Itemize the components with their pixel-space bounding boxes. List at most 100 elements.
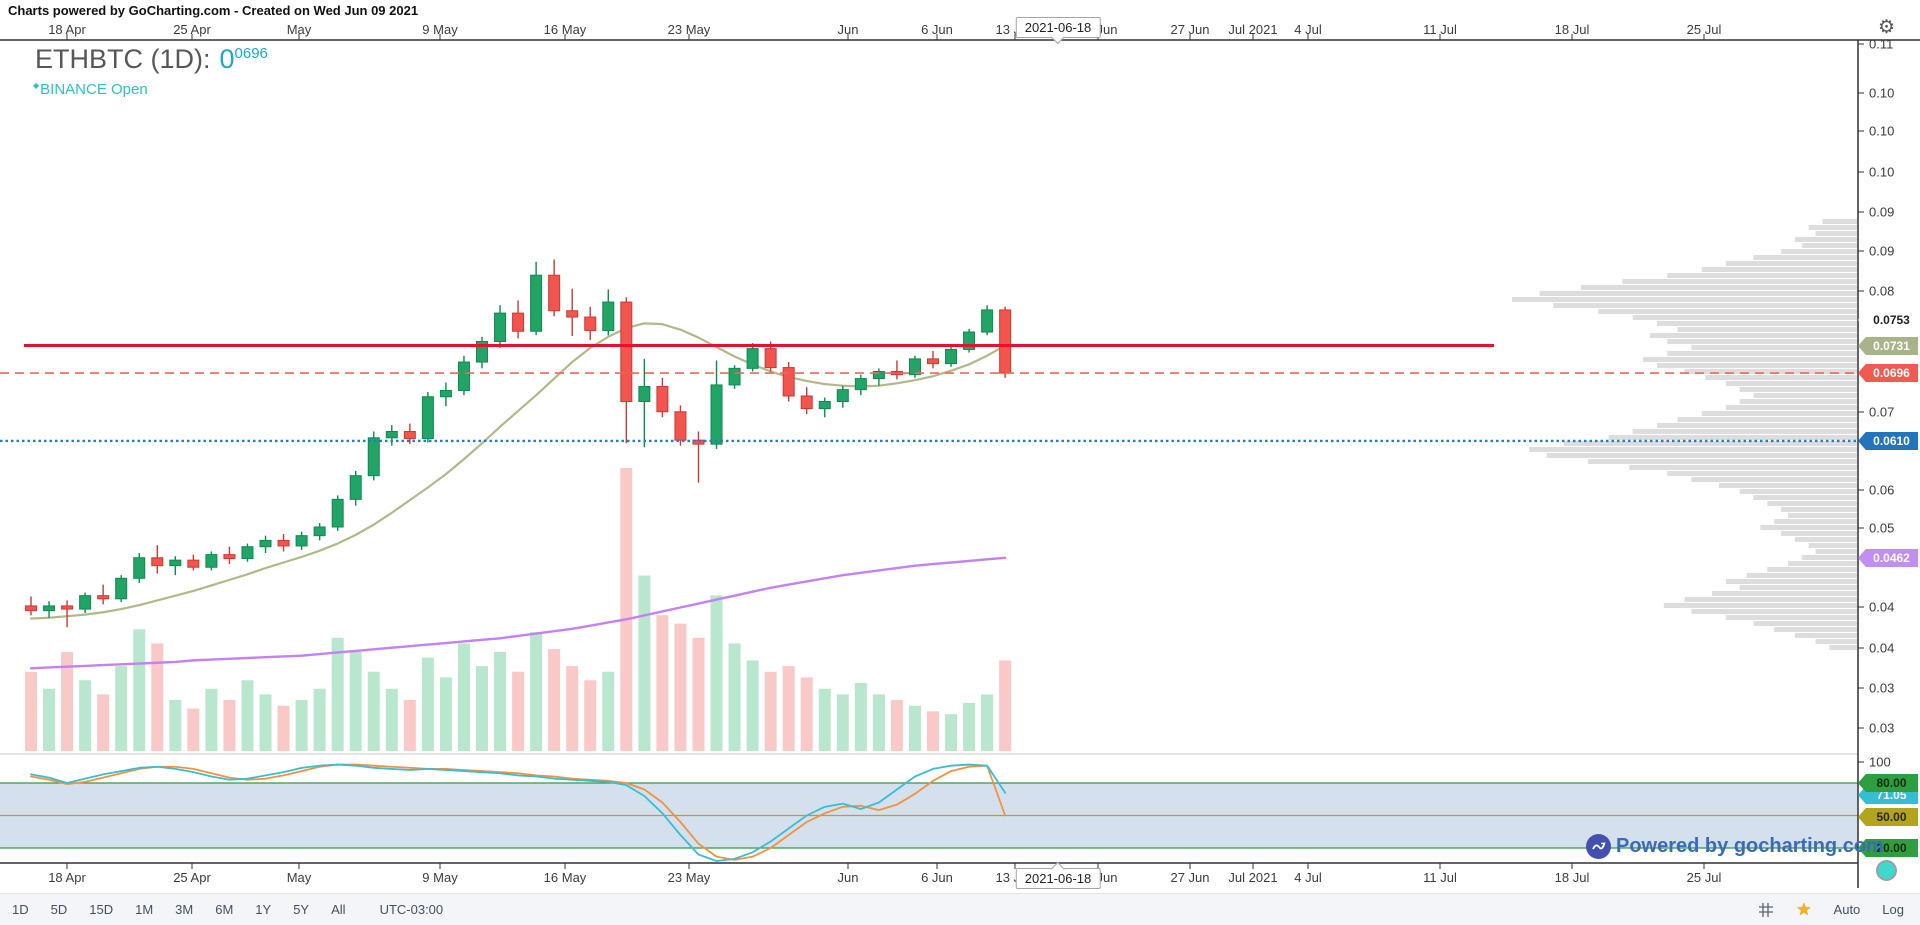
- volume-bar: [115, 666, 128, 751]
- volume-profile-row: [1739, 399, 1857, 404]
- candle-body: [421, 396, 434, 440]
- volume-profile-row: [1712, 591, 1857, 596]
- candle-body: [963, 331, 976, 350]
- range-button-1y[interactable]: 1Y: [255, 902, 272, 917]
- candle-body: [908, 358, 921, 376]
- range-button-5d[interactable]: 5D: [50, 902, 68, 917]
- range-button-5y[interactable]: 5Y: [293, 902, 310, 917]
- volume-bar: [439, 677, 452, 751]
- volume-profile-row: [1767, 501, 1857, 506]
- candle-body: [800, 395, 813, 410]
- candle-body: [620, 301, 633, 402]
- axis-value-tag: 20.00: [1858, 839, 1918, 857]
- timezone-label[interactable]: UTC-03:00: [379, 902, 444, 917]
- candle-body: [367, 437, 380, 477]
- range-button-1d[interactable]: 1D: [12, 902, 29, 917]
- candle-body: [313, 526, 326, 537]
- range-button-all[interactable]: All: [331, 902, 346, 917]
- range-selector: 1D 5D 15D 1M 3M 6M 1Y 5Y All: [0, 902, 346, 917]
- candle-body: [530, 274, 543, 332]
- volume-bar: [728, 643, 741, 751]
- candle-body: [403, 430, 416, 440]
- volume-profile-row: [1701, 267, 1857, 272]
- range-button-15d[interactable]: 15D: [89, 902, 114, 917]
- volume-bar: [638, 575, 651, 751]
- axis-value-tag: 80.00: [1858, 774, 1918, 792]
- volume-bar: [61, 651, 74, 751]
- volume-profile-row: [1677, 327, 1857, 332]
- candle-body: [872, 371, 885, 380]
- date-axis-label: Jul 2021: [1228, 22, 1278, 37]
- date-axis-label: 25 Jul: [1686, 22, 1722, 37]
- volume-bar: [945, 714, 958, 751]
- volume-bar: [800, 677, 813, 751]
- volume-bar: [836, 694, 849, 751]
- volume-profile-row: [1701, 411, 1857, 416]
- price-axis-label: 0.03: [1869, 680, 1895, 696]
- settings-gear-icon[interactable]: ⚙: [1878, 17, 1896, 38]
- volume-profile-row: [1667, 471, 1857, 476]
- price-axis-label: 0.06: [1869, 482, 1895, 498]
- grid-icon[interactable]: [1758, 902, 1774, 918]
- volume-profile-row: [1725, 261, 1857, 266]
- volume-profile-row: [1815, 639, 1857, 644]
- volume-profile-row: [1632, 429, 1857, 434]
- price-axis-label: 100: [1869, 754, 1891, 770]
- candle-body: [439, 389, 452, 398]
- candle-body: [151, 557, 164, 567]
- date-axis-label: 4 Jul: [1294, 22, 1322, 37]
- volume-profile-row: [1587, 459, 1857, 464]
- volume-bar: [151, 643, 164, 751]
- volume-profile-row: [1801, 555, 1857, 560]
- range-button-6m[interactable]: 6M: [215, 902, 234, 917]
- date-axis-label: 11 Jul: [1423, 22, 1457, 37]
- candle-body: [169, 559, 182, 567]
- volume-profile-row: [1753, 255, 1857, 260]
- axis-value-tag: 0.0610: [1858, 432, 1918, 450]
- axis-value-tag: 0.0753: [1858, 311, 1918, 329]
- axis-value-tag: 0.0696: [1858, 364, 1918, 382]
- candle-body: [764, 348, 777, 369]
- date-axis-label: 27 Jun: [1170, 870, 1210, 885]
- volume-profile-row: [1667, 351, 1857, 356]
- date-axis-label: 25 Apr: [173, 22, 211, 37]
- volume-profile-row: [1788, 561, 1857, 566]
- candle-body: [981, 309, 994, 333]
- date-axis-label: 9 May: [422, 870, 458, 885]
- candle-body: [999, 309, 1012, 374]
- favorite-star-icon[interactable]: ★: [1796, 899, 1812, 919]
- date-axis-label: 16 May: [543, 870, 587, 885]
- axis-value-tag: 50.00: [1858, 808, 1918, 826]
- chat-fab-button[interactable]: [1876, 860, 1897, 881]
- volume-profile-row: [1608, 435, 1857, 440]
- volume-bar: [421, 657, 434, 751]
- price-axis-label: 0.10: [1869, 85, 1895, 101]
- date-axis-label: 18 Apr: [48, 870, 86, 885]
- volume-profile-row: [1529, 447, 1857, 452]
- volume-profile-row: [1739, 585, 1857, 590]
- date-axis-label: 18 Jul: [1554, 870, 1590, 885]
- volume-profile-row: [1691, 345, 1857, 350]
- auto-scale-toggle[interactable]: Auto: [1833, 902, 1861, 917]
- gocharting-watermark: Powered by gocharting.com: [1586, 834, 1884, 859]
- symbol-title: ETHBTC (1D): 00696: [35, 44, 268, 75]
- volume-bar: [620, 468, 633, 751]
- range-button-1m[interactable]: 1M: [135, 902, 154, 917]
- log-scale-toggle[interactable]: Log: [1882, 902, 1904, 917]
- candle-body: [331, 498, 344, 528]
- candle-body: [566, 310, 579, 318]
- range-button-3m[interactable]: 3M: [175, 902, 194, 917]
- exchange-dot-icon: ◆: [33, 81, 40, 90]
- candle-body: [710, 384, 723, 445]
- volume-bar: [403, 700, 416, 751]
- volume-bar: [313, 688, 326, 751]
- volume-bar: [169, 700, 182, 751]
- volume-bar: [205, 688, 218, 751]
- volume-bar: [963, 702, 976, 751]
- volume-profile-row: [1719, 483, 1857, 488]
- candle-body: [43, 605, 56, 612]
- volume-bar: [908, 705, 921, 751]
- volume-profile-row: [1656, 363, 1857, 368]
- price-axis-label: 0.09: [1869, 243, 1895, 259]
